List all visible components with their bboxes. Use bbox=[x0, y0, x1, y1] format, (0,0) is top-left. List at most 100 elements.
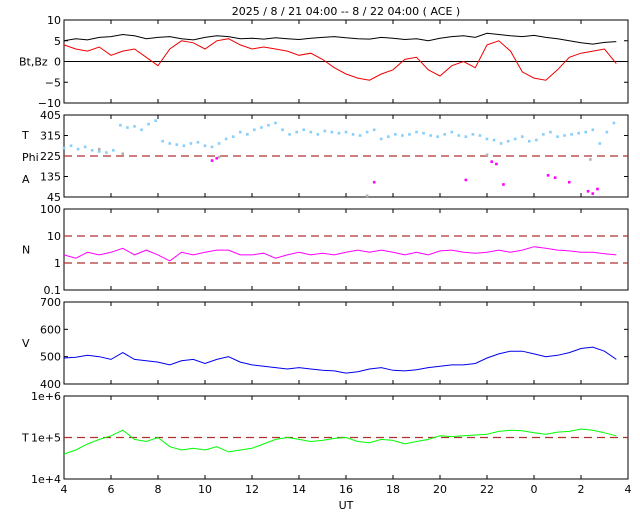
y-tick-label: 700 bbox=[40, 296, 61, 309]
y-tick-label: 45 bbox=[47, 191, 61, 204]
panel-angles: 405 315 225 135 45 T Phi A bbox=[21, 109, 629, 204]
series-line-0 bbox=[63, 32, 617, 45]
scatter-point bbox=[302, 128, 305, 132]
scatter-point bbox=[520, 135, 524, 138]
scatter-point bbox=[436, 135, 439, 138]
scatter-point bbox=[140, 128, 143, 132]
y-tick-label: 600 bbox=[40, 323, 61, 336]
y-tick-label: 10 bbox=[47, 14, 61, 27]
series-line-0 bbox=[63, 346, 617, 374]
scatter-point bbox=[154, 119, 157, 122]
scatter-point bbox=[528, 139, 531, 143]
scatter-point bbox=[344, 130, 348, 134]
scatter-point bbox=[589, 158, 592, 161]
panel-density: 100 10 1 0.1 N bbox=[22, 203, 629, 297]
scatter-point bbox=[337, 131, 341, 135]
y-tick-label: 1e+5 bbox=[31, 432, 61, 445]
scatter-point bbox=[231, 135, 235, 138]
scatter-point bbox=[210, 159, 214, 162]
panels: 1050−5−10Bt,Bz40531522513545TPhiA1001010… bbox=[19, 14, 632, 496]
scatter-point bbox=[358, 134, 362, 137]
scatter-point bbox=[90, 149, 94, 152]
scatter-point bbox=[495, 162, 498, 166]
scatter-point bbox=[246, 133, 249, 136]
scatter-point bbox=[457, 134, 461, 137]
y-tick-label: 315 bbox=[40, 130, 61, 143]
scatter-point bbox=[612, 121, 616, 125]
scatter-point bbox=[553, 176, 557, 179]
scatter-point bbox=[401, 134, 404, 137]
scatter-point bbox=[210, 145, 214, 149]
y-tick-label: 225 bbox=[40, 150, 61, 163]
scatter-point bbox=[76, 147, 80, 151]
y-tick-label: 1 bbox=[54, 257, 61, 270]
y-tick-label: −10 bbox=[38, 97, 61, 110]
panel-temperature: 1e+6 1e+5 1e+4 T 4 6 8 10 12 14 16 18 20 22 0 2 4 bbox=[21, 390, 632, 496]
scatter-point bbox=[471, 133, 475, 136]
scatter-point bbox=[490, 160, 493, 163]
y-tick-label: 400 bbox=[40, 378, 61, 391]
scatter-point bbox=[196, 141, 200, 144]
y-tick-label: 100 bbox=[40, 203, 61, 216]
x-tick-label: 4 bbox=[61, 483, 68, 496]
series-line-0 bbox=[63, 428, 617, 455]
x-tick-label: 6 bbox=[108, 483, 115, 496]
y-tick-label: 135 bbox=[40, 171, 61, 184]
scatter-point bbox=[365, 194, 369, 198]
scatter-point bbox=[372, 180, 376, 184]
scatter-point bbox=[288, 133, 291, 136]
scatter-point bbox=[513, 137, 517, 141]
scatter-point bbox=[546, 174, 550, 177]
scatter-point bbox=[443, 133, 446, 136]
y-tick-label: 10 bbox=[47, 230, 61, 243]
scatter-point bbox=[372, 128, 376, 132]
x-tick-label: 20 bbox=[433, 483, 447, 496]
y-tick-label: 500 bbox=[40, 351, 61, 364]
scatter-point bbox=[274, 121, 277, 125]
x-tick-label: 18 bbox=[386, 483, 400, 496]
scatter-point bbox=[105, 151, 108, 154]
scatter-point bbox=[175, 143, 179, 146]
scatter-point bbox=[238, 130, 242, 134]
series-line-0 bbox=[63, 246, 617, 262]
y-axis-label: N bbox=[22, 244, 30, 257]
scatter-point bbox=[591, 128, 595, 132]
chart-title: 2025 / 8 / 21 04:00 -- 8 / 22 04:00 ( AC… bbox=[232, 5, 460, 18]
x-tick-label: 14 bbox=[292, 483, 306, 496]
scatter-point bbox=[253, 128, 256, 132]
panel-speed: 700 600 500 400 V bbox=[22, 296, 629, 391]
scatter-point bbox=[224, 137, 228, 141]
scatter-point bbox=[121, 152, 125, 156]
y-tick-label: 1e+4 bbox=[31, 473, 61, 486]
x-tick-label: 12 bbox=[245, 483, 259, 496]
scatter-point bbox=[387, 135, 390, 138]
scatter-point bbox=[126, 126, 129, 129]
scatter-point bbox=[203, 144, 207, 148]
scatter-point bbox=[605, 130, 609, 134]
scatter-point bbox=[69, 144, 73, 148]
scatter-point bbox=[182, 144, 186, 148]
scatter-point bbox=[316, 133, 320, 136]
scatter-point bbox=[394, 133, 397, 136]
x-tick-label: 4 bbox=[625, 483, 632, 496]
y-tick-label: 0.1 bbox=[44, 284, 62, 297]
scatter-point bbox=[309, 130, 313, 134]
scatter-point bbox=[563, 134, 566, 137]
x-tick-label: 10 bbox=[198, 483, 212, 496]
panel-frame bbox=[63, 301, 629, 385]
y-tick-label: 405 bbox=[40, 109, 61, 122]
y-tick-label: −5 bbox=[45, 76, 61, 89]
scatter-point bbox=[429, 134, 432, 137]
scatter-point bbox=[598, 142, 602, 145]
scatter-point bbox=[83, 145, 87, 149]
scatter-point bbox=[596, 187, 599, 191]
scatter-point bbox=[133, 125, 136, 128]
scatter-point bbox=[542, 133, 545, 136]
scatter-point bbox=[506, 139, 510, 143]
x-axis-label: UT bbox=[339, 499, 354, 512]
scatter-point bbox=[97, 147, 101, 151]
scatter-point bbox=[450, 130, 454, 134]
scatter-point bbox=[422, 131, 425, 135]
scatter-point bbox=[502, 183, 505, 186]
